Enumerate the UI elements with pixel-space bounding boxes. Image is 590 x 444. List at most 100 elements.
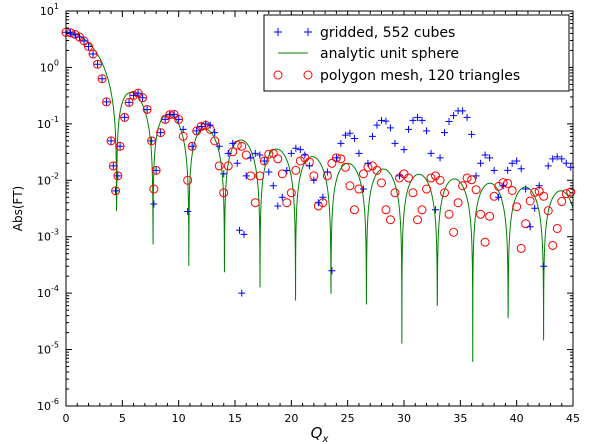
gridded-point: [301, 151, 309, 159]
x-tick-label: 45: [566, 412, 580, 425]
polygon-mesh-point: [349, 205, 359, 215]
polygon-mesh-point: [413, 215, 423, 225]
gridded-point: [553, 153, 561, 161]
polygon-mesh-point: [440, 188, 450, 198]
gridded-point: [544, 162, 552, 170]
y-tick-label: 10-2: [37, 171, 59, 187]
gridded-point: [490, 166, 498, 174]
gridded-point: [319, 193, 327, 201]
polygon-mesh-point: [250, 198, 260, 208]
polygon-mesh-point: [552, 223, 562, 233]
gridded-point: [477, 159, 485, 167]
gridded-point: [531, 204, 539, 212]
gridded-point: [116, 142, 124, 150]
polygon-mesh-point: [174, 114, 184, 124]
gridded-point: [504, 166, 512, 174]
gridded-point: [427, 149, 435, 157]
gridded-point: [103, 98, 111, 106]
polygon-mesh-point: [543, 206, 553, 216]
legend-label: polygon mesh, 120 triangles: [320, 68, 520, 84]
gridded-point: [233, 159, 241, 167]
gridded-point: [109, 162, 117, 170]
gridded-point: [179, 125, 187, 133]
polygon-mesh-point: [435, 175, 445, 185]
gridded-point: [314, 199, 322, 207]
gridded-point: [441, 129, 449, 137]
polygon-mesh-series: [61, 27, 576, 253]
polygon-mesh-point: [340, 162, 350, 172]
polygon-mesh-point: [485, 211, 495, 221]
gridded-point: [238, 289, 246, 297]
gridded-point: [558, 155, 566, 163]
polygon-mesh-point: [97, 74, 107, 84]
gridded-point: [112, 187, 120, 195]
gridded-point: [67, 29, 75, 37]
gridded-point: [150, 200, 158, 208]
polygon-mesh-point: [214, 161, 224, 171]
polygon-mesh-point: [149, 184, 159, 194]
gridded-series: [62, 28, 575, 297]
gridded-point: [468, 130, 476, 138]
gridded-point: [418, 116, 426, 124]
gridded-point: [229, 139, 237, 147]
gridded-point: [323, 168, 331, 176]
gridded-point: [562, 159, 570, 167]
gridded-point: [278, 193, 286, 201]
polygon-mesh-point: [449, 227, 459, 237]
polygon-mesh-point: [372, 165, 382, 175]
gridded-point: [472, 172, 480, 180]
polygon-mesh-point: [453, 198, 463, 208]
polygon-mesh-point: [108, 161, 118, 171]
gridded-point: [459, 107, 467, 115]
polygon-mesh-point: [291, 165, 301, 175]
polygon-mesh-point: [404, 173, 414, 183]
gridded-point: [405, 125, 413, 133]
legend-circle-marker: [273, 70, 283, 80]
polygon-mesh-point: [525, 196, 535, 206]
polygon-mesh-point: [557, 197, 567, 207]
y-tick-label: 10-6: [37, 397, 59, 413]
gridded-point: [463, 113, 471, 121]
polygon-mesh-point: [268, 148, 278, 158]
polygon-mesh-point: [431, 171, 441, 181]
polygon-mesh-point: [286, 188, 296, 198]
gridded-point: [107, 137, 115, 145]
y-tick-label: 10-1: [37, 115, 59, 131]
polygon-mesh-point: [376, 178, 386, 188]
polygon-mesh-point: [521, 219, 531, 229]
x-tick-label: 30: [397, 412, 411, 425]
polygon-mesh-point: [530, 187, 540, 197]
polygon-mesh-point: [512, 202, 522, 212]
gridded-point: [517, 165, 525, 173]
gridded-point: [350, 135, 358, 143]
gridded-point: [391, 139, 399, 147]
gridded-point: [143, 105, 151, 113]
legend: gridded, 552 cubes analytic unit sphere po…: [263, 14, 570, 92]
polygon-mesh-point: [129, 90, 139, 100]
polygon-mesh-point: [566, 187, 576, 197]
legend-label: gridded, 552 cubes: [320, 25, 455, 41]
gridded-point: [215, 142, 223, 150]
x-tick-label: 10: [172, 412, 186, 425]
polygon-mesh-point: [237, 141, 247, 151]
x-tick-label: 25: [341, 412, 355, 425]
polygon-mesh-point: [187, 141, 197, 151]
polygon-mesh-point: [385, 215, 395, 225]
gridded-point: [152, 166, 160, 174]
gridded-point: [269, 182, 277, 190]
polygon-mesh-point: [66, 28, 76, 38]
x-axis-label: Qx: [311, 424, 329, 444]
x-tick-label: 5: [119, 412, 126, 425]
polygon-mesh-point: [196, 121, 206, 131]
gridded-point: [432, 206, 440, 214]
gridded-point: [197, 122, 205, 130]
y-tick-label: 101: [40, 2, 59, 18]
gridded-point: [211, 129, 219, 137]
gridded-point: [513, 157, 521, 165]
gridded-point: [540, 262, 548, 270]
polygon-mesh-point: [548, 240, 558, 250]
gridded-point: [236, 226, 244, 234]
polygon-mesh-point: [273, 154, 283, 164]
polygon-mesh-point: [417, 205, 427, 215]
